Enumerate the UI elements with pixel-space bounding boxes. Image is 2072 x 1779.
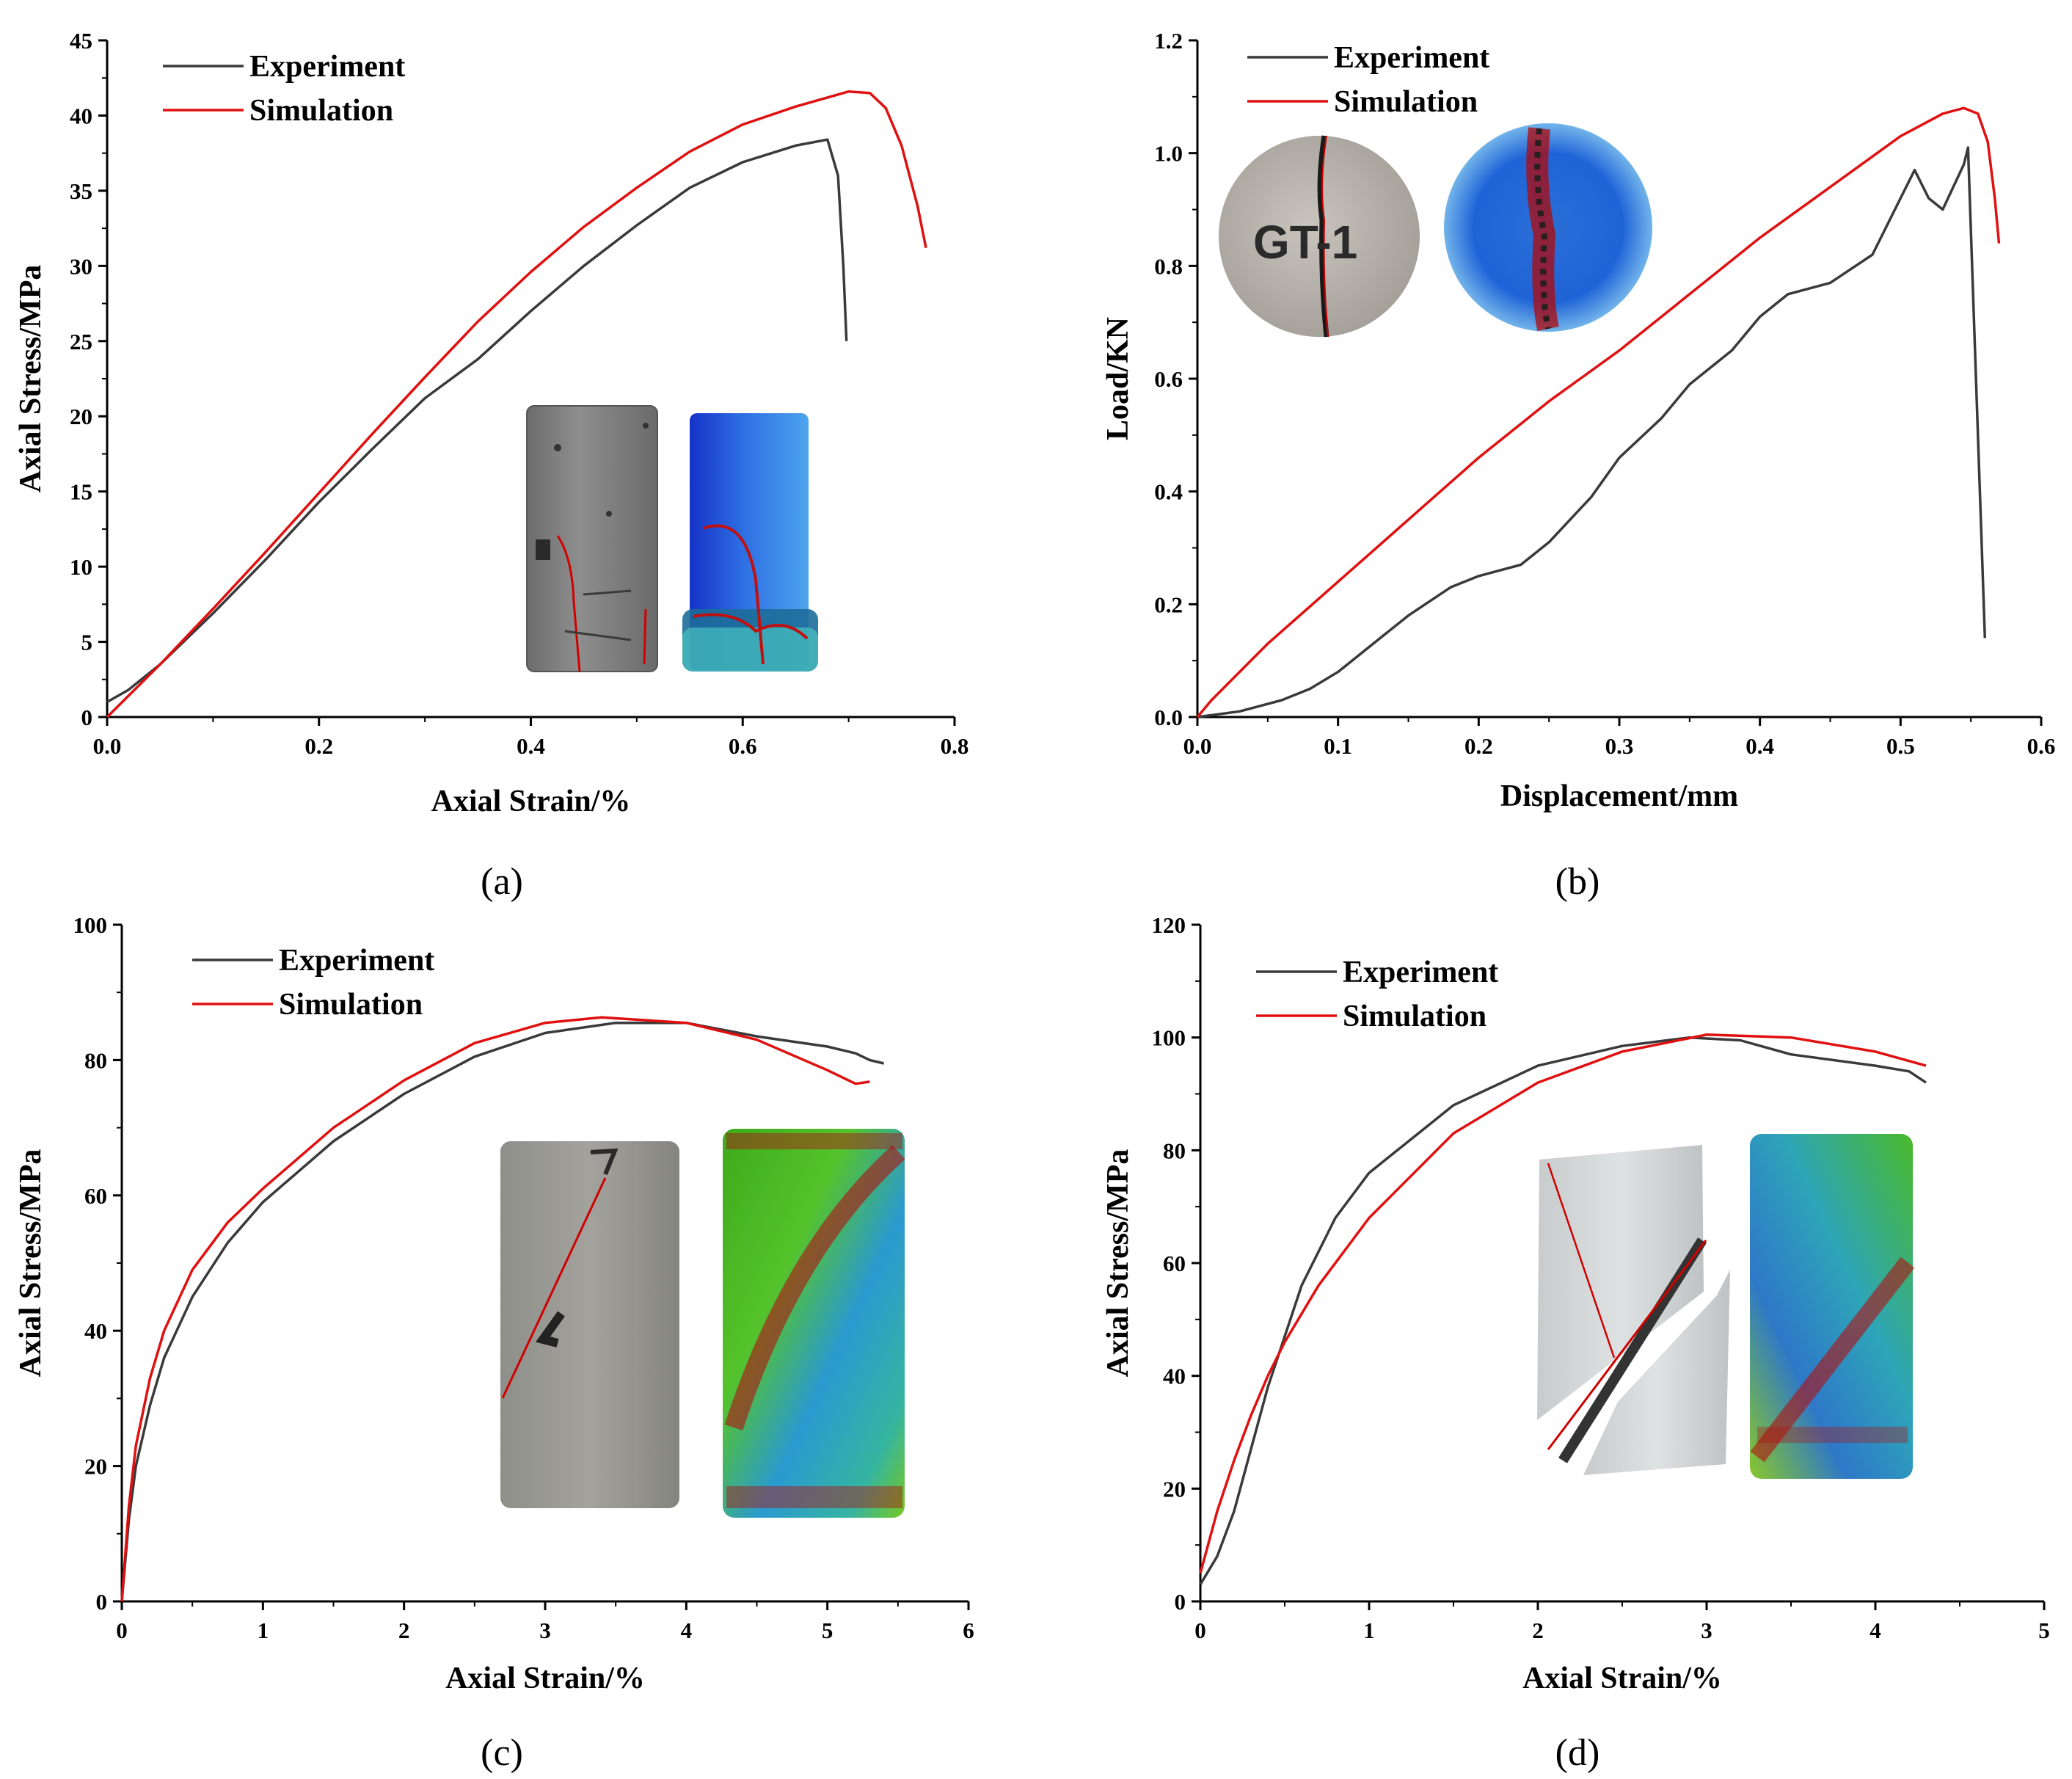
legend-label-experiment-d: Experiment: [1343, 956, 1498, 989]
y-tick-label-a: 45: [70, 28, 92, 54]
chart-panel-b: GT-1 0.0 0.2 0.4 0.6 0.8 1.0 1.2 0.0 0.1 0.2 0.3 0.…: [1101, 28, 2055, 813]
x-tick-label-b: 0.0: [1183, 733, 1212, 759]
x-tick-label-c: 3: [539, 1618, 551, 1643]
series-line-experiment-b: [1197, 146, 1987, 718]
inset-simulation-a: [682, 413, 818, 672]
x-axis-title-d: Axial Strain/%: [1522, 1662, 1722, 1695]
chart-panel-a: 0 5 10 15 20 25 30 35 40 45 0.0 0.2 0.4 0.6 0.8 Axial S…: [14, 28, 968, 818]
x-axis-title-c: Axial Strain/%: [445, 1662, 645, 1695]
y-tick-label-a: 30: [70, 253, 92, 279]
y-tick-label-a: 25: [70, 329, 92, 354]
y-tick-label-b: 0.2: [1154, 592, 1183, 617]
legend-label-experiment-a: Experiment: [249, 50, 405, 84]
inset-photo-c: [500, 1141, 679, 1508]
y-tick-label-a: 5: [81, 630, 93, 655]
y-tick-label-a: 35: [70, 178, 92, 204]
y-tick-label-d: 60: [1163, 1251, 1186, 1276]
x-tick-label-b: 0.6: [2027, 733, 2056, 759]
y-axis-title-d: Axial Stress/MPa: [1101, 1149, 1135, 1378]
y-tick-label-d: 20: [1163, 1476, 1186, 1502]
caption-a: (a): [481, 861, 523, 903]
y-tick-label-b: 0.0: [1154, 705, 1183, 730]
series-line-simulation-d: [1199, 1033, 1927, 1574]
caption-c: (c): [481, 1732, 523, 1774]
y-tick-label-b: 1.2: [1154, 28, 1183, 54]
y-tick-label-a: 40: [70, 103, 92, 128]
inset-simulation-d: [1750, 1134, 1915, 1479]
x-tick-label-b: 0.4: [1745, 733, 1774, 759]
series-line-simulation-c: [120, 1016, 870, 1602]
x-tick-label-c: 2: [398, 1618, 410, 1643]
y-tick-label-b: 0.8: [1154, 253, 1183, 279]
chart-panel-d: 0 20 40 60 80 100 120 0 1 2 3 4 5 Axial Strain/% Axial…: [1101, 912, 2050, 1695]
y-tick-label-d: 80: [1163, 1138, 1186, 1163]
y-tick-label-d: 0: [1175, 1589, 1186, 1615]
x-axis-title-b: Displacement/mm: [1500, 779, 1738, 813]
y-axis-title-b: Load/KN: [1101, 317, 1135, 440]
y-tick-label-c: 40: [84, 1318, 107, 1344]
x-tick-label-c: 5: [822, 1618, 833, 1643]
y-tick-label-b: 0.4: [1154, 479, 1183, 505]
y-tick-label-a: 10: [70, 554, 92, 580]
y-tick-label-a: 15: [70, 479, 92, 505]
inset-simulation-c: [723, 1129, 905, 1518]
y-tick-label-c: 20: [84, 1454, 107, 1480]
y-tick-label-a: 0: [81, 705, 93, 730]
y-tick-label-d: 40: [1163, 1364, 1186, 1389]
x-tick-label-d: 1: [1363, 1618, 1375, 1643]
y-tick-label-a: 20: [70, 404, 92, 429]
x-axis-title-a: Axial Strain/%: [431, 785, 631, 818]
x-tick-label-c: 1: [258, 1618, 269, 1643]
legend-label-simulation-b: Simulation: [1334, 85, 1478, 119]
legend-label-experiment-b: Experiment: [1334, 41, 1489, 75]
x-tick-label-c: 4: [681, 1618, 693, 1643]
y-tick-label-b: 0.6: [1154, 366, 1183, 392]
chart-panel-c: 0 20 40 60 80 100 0 1 2 3 4 5 6 Axial Strain/% Axial S…: [14, 912, 974, 1695]
y-tick-label-c: 100: [73, 912, 108, 938]
legend-label-experiment-c: Experiment: [279, 944, 434, 978]
x-tick-label-b: 0.3: [1605, 733, 1634, 759]
x-tick-label-b: 0.5: [1886, 733, 1915, 759]
series-line-experiment-c: [120, 1021, 885, 1602]
x-tick-label-d: 5: [2038, 1618, 2050, 1643]
x-tick-label-d: 3: [1701, 1618, 1712, 1643]
sample-label: GT-1: [1253, 216, 1357, 269]
x-tick-label-a: 0.8: [941, 733, 969, 759]
x-tick-label-d: 2: [1532, 1618, 1544, 1643]
x-tick-label-c: 6: [963, 1618, 974, 1643]
series-line-experiment-a: [106, 138, 848, 704]
y-tick-label-c: 0: [96, 1589, 108, 1615]
x-tick-label-c: 0: [116, 1618, 128, 1643]
x-tick-label-a: 0.2: [304, 733, 333, 759]
x-tick-label-b: 0.1: [1324, 733, 1352, 759]
legend-label-simulation-d: Simulation: [1343, 1000, 1486, 1033]
series-line-experiment-d: [1199, 1036, 1927, 1585]
caption-b: (b): [1555, 861, 1600, 903]
y-tick-label-c: 60: [84, 1183, 107, 1209]
y-axis-title-c: Axial Stress/MPa: [14, 1149, 48, 1378]
series-line-simulation-a: [106, 90, 927, 718]
x-tick-label-d: 4: [1869, 1618, 1881, 1643]
y-axis-title-a: Axial Stress/MPa: [14, 265, 48, 493]
caption-d: (d): [1555, 1732, 1600, 1774]
legend-label-simulation-a: Simulation: [249, 94, 393, 128]
inset-photo-a: [526, 405, 658, 672]
y-tick-label-d: 100: [1152, 1025, 1186, 1051]
y-tick-label-c: 80: [84, 1047, 107, 1073]
inset-simulation-b: [1444, 123, 1652, 332]
legend-label-simulation-c: Simulation: [279, 988, 423, 1022]
series-line-simulation-b: [1196, 106, 2001, 718]
x-tick-label-a: 0.0: [93, 733, 122, 759]
inset-photo-b: GT-1: [1219, 135, 1420, 338]
y-tick-label-b: 1.0: [1154, 141, 1183, 167]
x-tick-label-d: 0: [1194, 1618, 1206, 1643]
inset-photo-d: [1537, 1145, 1730, 1475]
x-tick-label-a: 0.6: [729, 733, 757, 759]
y-tick-label-d: 120: [1152, 912, 1186, 938]
x-tick-label-a: 0.4: [517, 733, 545, 759]
x-tick-label-b: 0.2: [1464, 733, 1493, 759]
